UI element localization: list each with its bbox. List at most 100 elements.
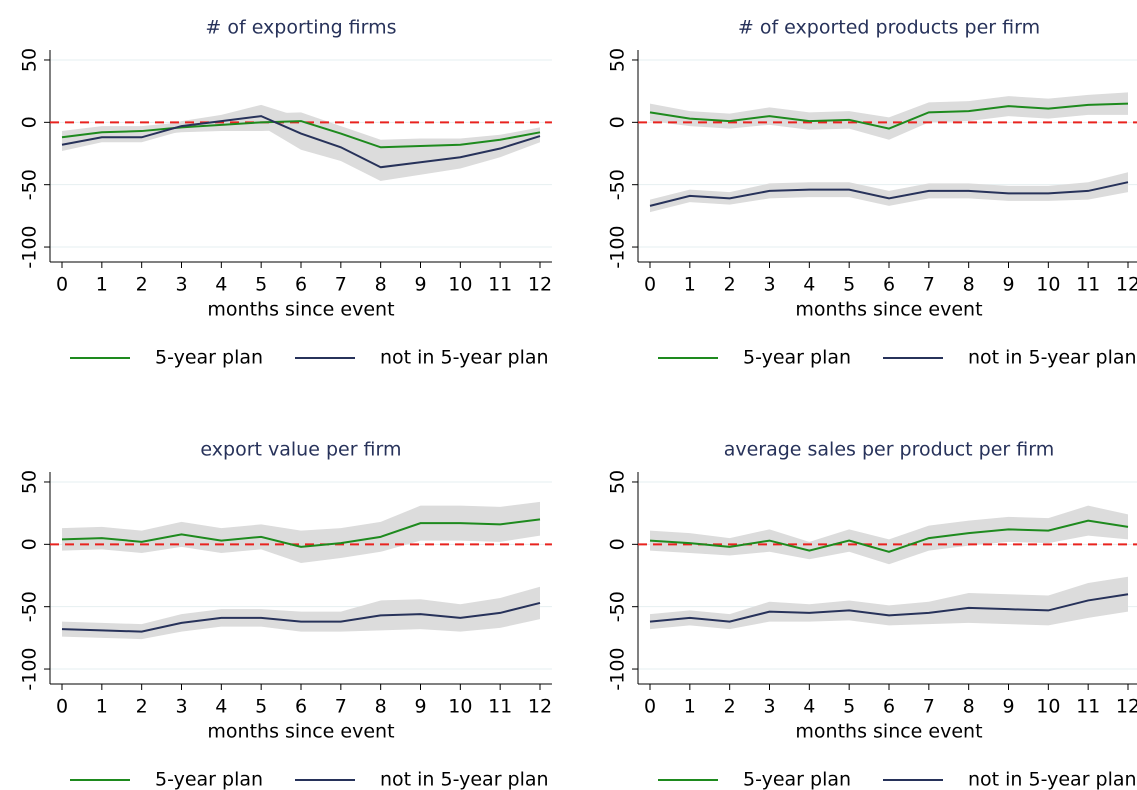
legend-label: 5-year plan xyxy=(155,769,263,790)
series-line xyxy=(61,115,541,169)
x-tick-label: 9 xyxy=(414,696,426,718)
confidence-band xyxy=(62,586,540,640)
x-tick-label: 0 xyxy=(56,696,68,718)
y-tick-label: 50 xyxy=(19,470,41,494)
x-tick-label: 10 xyxy=(1036,274,1060,296)
series-line xyxy=(649,593,1129,623)
x-tick-label: 10 xyxy=(448,696,472,718)
x-tick-label: 4 xyxy=(803,696,815,718)
x-tick-label: 7 xyxy=(923,696,935,718)
legend-label: not in 5-year plan xyxy=(968,347,1137,369)
x-tick-label: 5 xyxy=(255,274,267,296)
panel-title: # of exported products per firm xyxy=(738,17,1040,39)
y-tick-label: 50 xyxy=(19,48,41,72)
x-tick-label: 7 xyxy=(923,274,935,296)
x-tick-label: 3 xyxy=(175,274,187,296)
x-tick-label: 11 xyxy=(1076,274,1100,296)
panel-title: average sales per product per firm xyxy=(724,439,1055,461)
x-tick-label: 0 xyxy=(56,274,68,296)
series-line xyxy=(61,601,541,633)
y-tick-label: -50 xyxy=(607,169,629,200)
x-tick-label: 8 xyxy=(375,696,387,718)
x-tick-label: 8 xyxy=(963,696,975,718)
x-tick-label: 2 xyxy=(724,696,736,718)
x-tick-label: 12 xyxy=(528,696,552,718)
series-line xyxy=(649,102,1129,130)
x-tick-label: 2 xyxy=(136,274,148,296)
x-axis-label: months since event xyxy=(795,299,982,321)
x-tick-label: 9 xyxy=(1002,274,1014,296)
confidence-band xyxy=(650,576,1128,630)
series-line xyxy=(61,518,541,548)
x-tick-label: 11 xyxy=(1076,696,1100,718)
legend-label: 5-year plan xyxy=(743,347,851,369)
x-tick-label: 9 xyxy=(414,274,426,296)
y-tick-label: 0 xyxy=(19,538,41,550)
y-tick-label: -100 xyxy=(19,225,41,268)
x-axis-label: months since event xyxy=(207,721,394,743)
x-tick-label: 4 xyxy=(803,274,815,296)
x-tick-label: 6 xyxy=(883,696,895,718)
y-tick-label: -50 xyxy=(19,169,41,200)
confidence-band xyxy=(650,505,1128,565)
x-tick-label: 10 xyxy=(448,274,472,296)
series-line xyxy=(649,519,1129,553)
x-tick-label: 1 xyxy=(96,274,108,296)
y-tick-label: -50 xyxy=(19,591,41,622)
x-tick-label: 2 xyxy=(724,274,736,296)
x-tick-label: 0 xyxy=(644,274,656,296)
x-tick-label: 4 xyxy=(215,696,227,718)
x-tick-label: 12 xyxy=(528,274,552,296)
legend-label: 5-year plan xyxy=(155,347,263,369)
legend-label: not in 5-year plan xyxy=(968,769,1137,790)
legend-label: 5-year plan xyxy=(743,769,851,790)
series-line xyxy=(61,120,541,149)
x-axis-label: months since event xyxy=(207,299,394,321)
series-line xyxy=(649,181,1129,207)
x-tick-label: 10 xyxy=(1036,696,1060,718)
x-tick-label: 4 xyxy=(215,274,227,296)
confidence-band xyxy=(62,501,540,564)
x-tick-label: 1 xyxy=(96,696,108,718)
x-tick-label: 7 xyxy=(335,696,347,718)
x-tick-label: 7 xyxy=(335,274,347,296)
x-tick-label: 8 xyxy=(375,274,387,296)
x-tick-label: 0 xyxy=(644,696,656,718)
x-tick-label: 5 xyxy=(255,696,267,718)
x-tick-label: 9 xyxy=(1002,696,1014,718)
y-tick-label: 0 xyxy=(19,116,41,128)
x-tick-label: 12 xyxy=(1116,274,1137,296)
x-tick-label: 3 xyxy=(763,696,775,718)
panel-title: export value per firm xyxy=(200,439,401,461)
y-tick-label: 0 xyxy=(607,116,629,128)
x-tick-label: 2 xyxy=(136,696,148,718)
x-tick-label: 3 xyxy=(763,274,775,296)
x-axis-label: months since event xyxy=(795,721,982,743)
x-tick-label: 12 xyxy=(1116,696,1137,718)
x-tick-label: 3 xyxy=(175,696,187,718)
y-tick-label: 50 xyxy=(607,470,629,494)
x-tick-label: 11 xyxy=(488,696,512,718)
confidence-band xyxy=(650,172,1128,213)
x-tick-label: 1 xyxy=(684,274,696,296)
y-tick-label: -100 xyxy=(607,225,629,268)
x-tick-label: 6 xyxy=(295,696,307,718)
x-tick-label: 1 xyxy=(684,696,696,718)
y-tick-label: 0 xyxy=(607,538,629,550)
x-tick-label: 6 xyxy=(295,274,307,296)
x-tick-label: 5 xyxy=(843,696,855,718)
x-tick-label: 6 xyxy=(883,274,895,296)
y-tick-label: -50 xyxy=(607,591,629,622)
legend-label: not in 5-year plan xyxy=(380,347,549,369)
x-tick-label: 11 xyxy=(488,274,512,296)
panel-title: # of exporting firms xyxy=(205,17,396,39)
confidence-band xyxy=(650,92,1128,140)
legend-label: not in 5-year plan xyxy=(380,769,549,790)
y-tick-label: 50 xyxy=(607,48,629,72)
y-tick-label: -100 xyxy=(607,647,629,690)
x-tick-label: 8 xyxy=(963,274,975,296)
y-tick-label: -100 xyxy=(19,647,41,690)
x-tick-label: 5 xyxy=(843,274,855,296)
